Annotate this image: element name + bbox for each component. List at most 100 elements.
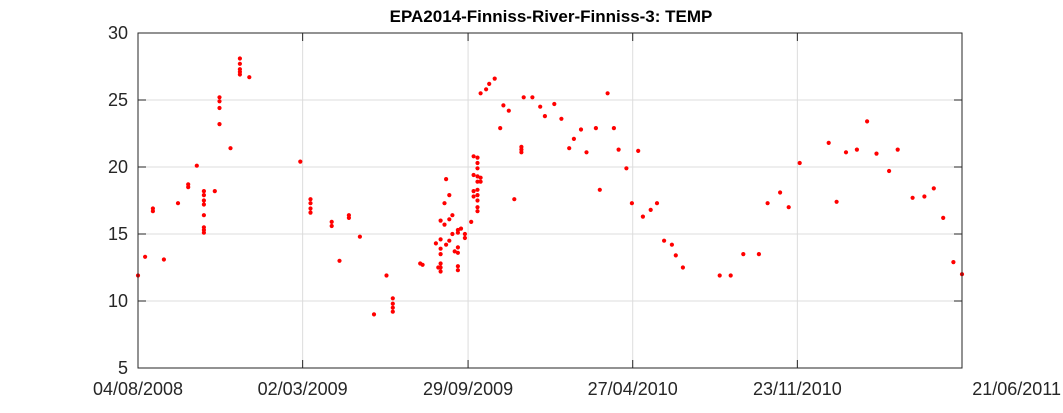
data-point — [475, 179, 480, 184]
data-point — [673, 253, 678, 258]
data-point — [455, 245, 460, 250]
data-point — [741, 252, 746, 257]
data-point — [438, 269, 443, 274]
y-tick-label: 10 — [108, 291, 128, 311]
data-point — [217, 105, 222, 111]
data-point — [438, 246, 443, 251]
data-point — [922, 194, 927, 199]
data-point — [478, 179, 483, 184]
data-point — [212, 189, 217, 194]
data-point — [471, 194, 476, 199]
data-point — [161, 257, 166, 262]
data-point — [717, 273, 722, 278]
data-points — [135, 56, 965, 317]
data-point — [201, 230, 206, 235]
y-tick-label: 20 — [108, 157, 128, 177]
data-point — [201, 198, 206, 203]
data-point — [475, 187, 480, 192]
data-point — [765, 201, 770, 206]
data-point — [605, 91, 610, 96]
data-point — [521, 95, 526, 100]
data-point — [931, 186, 936, 191]
data-point — [492, 76, 497, 81]
data-point — [458, 226, 464, 231]
data-point — [506, 108, 511, 113]
x-tick-label: 21/06/2011 — [972, 379, 1061, 399]
data-point — [455, 230, 460, 235]
y-axis-tick-labels: 5 10 15 20 25 30 — [108, 23, 128, 378]
data-point — [201, 189, 206, 194]
data-point — [237, 56, 242, 61]
x-tick-label: 29/09/2009 — [423, 379, 513, 399]
grid-lines — [138, 33, 962, 368]
data-point — [447, 193, 452, 198]
data-point — [447, 238, 452, 243]
data-point — [778, 190, 783, 195]
data-point — [337, 258, 342, 263]
data-point — [487, 81, 492, 86]
data-point — [450, 213, 455, 218]
data-point — [462, 235, 467, 241]
data-point — [584, 150, 589, 155]
data-point — [217, 122, 222, 127]
x-axis-tick-labels: 04/08/2008 02/03/2009 29/09/2009 27/04/2010… — [93, 379, 1061, 399]
data-point — [680, 265, 686, 270]
data-point — [390, 305, 395, 310]
y-tick-label: 5 — [118, 358, 128, 378]
data-point — [654, 201, 660, 206]
data-point — [469, 219, 474, 224]
data-point — [512, 197, 517, 202]
data-point — [874, 151, 879, 156]
data-point — [442, 201, 447, 206]
data-point — [834, 199, 839, 204]
data-point — [475, 198, 480, 203]
data-point — [542, 114, 548, 119]
data-point — [308, 210, 313, 215]
data-point — [201, 213, 206, 218]
data-point — [578, 127, 584, 132]
data-point — [941, 215, 946, 220]
data-point — [624, 166, 629, 171]
data-point — [567, 146, 572, 151]
data-point — [475, 193, 480, 198]
data-point — [593, 126, 599, 131]
data-point — [438, 265, 443, 270]
data-point — [887, 168, 892, 174]
y-tick-label: 25 — [108, 90, 128, 110]
data-point — [669, 242, 675, 247]
data-point — [865, 119, 870, 124]
data-point — [201, 202, 206, 207]
data-point — [420, 262, 425, 267]
data-point — [237, 61, 242, 66]
data-point — [438, 252, 443, 257]
data-point — [329, 219, 334, 224]
data-point — [384, 273, 389, 278]
data-point — [247, 75, 252, 80]
data-point — [194, 163, 199, 168]
data-point — [498, 126, 503, 131]
plot-area — [137, 32, 963, 369]
data-point — [444, 242, 449, 247]
data-point — [597, 187, 602, 192]
x-tick-label: 02/03/2009 — [258, 379, 348, 399]
data-point — [895, 147, 900, 152]
data-point — [728, 273, 733, 278]
data-point — [797, 160, 802, 166]
data-point — [390, 309, 395, 314]
data-point — [186, 182, 191, 187]
data-point — [298, 159, 303, 164]
data-point — [662, 238, 667, 243]
data-point — [559, 116, 564, 121]
data-point — [951, 260, 956, 265]
data-point — [237, 72, 242, 77]
data-point — [648, 207, 653, 212]
data-point — [390, 301, 395, 306]
data-point — [346, 215, 351, 220]
data-point — [471, 154, 476, 159]
data-point — [452, 249, 457, 254]
data-point — [217, 95, 222, 100]
data-point — [438, 237, 443, 242]
data-point — [357, 234, 362, 239]
x-tick-label: 04/08/2008 — [93, 379, 183, 399]
